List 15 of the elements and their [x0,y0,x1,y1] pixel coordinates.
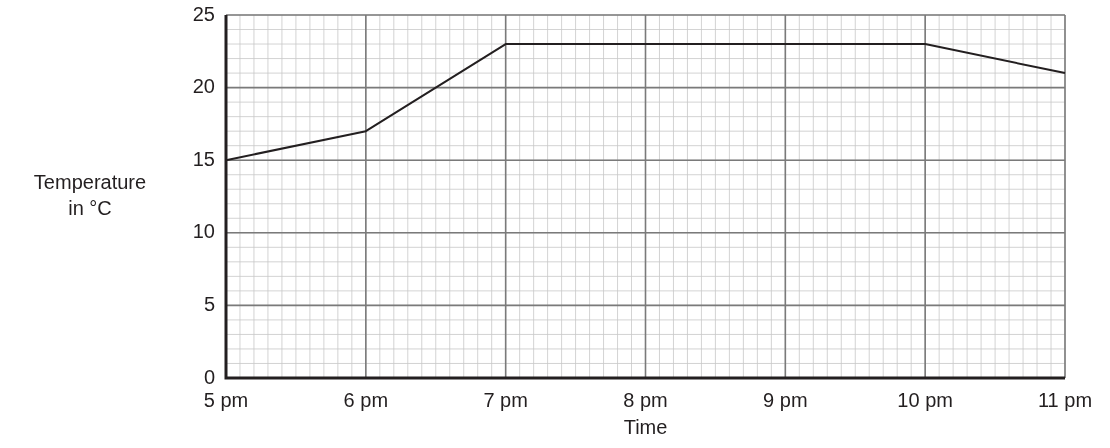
x-axis-title: Time [623,415,668,438]
x-tick-label: 7 pm [483,388,528,411]
x-tick-label: 9 pm [763,388,808,411]
y-tick-label: 25 [192,2,215,25]
x-tick-label: 11 pm [1037,388,1093,411]
y-tick-label: 5 [203,292,215,315]
x-tick-label: 6 pm [343,388,389,411]
x-tick-label: 8 pm [623,388,668,411]
y-tick-label: 10 [192,220,215,243]
x-tick-label: 5 pm [203,388,249,411]
x-tick-label: 10 pm [897,388,953,411]
y-tick-label: 20 [192,75,215,98]
y-tick-label: 0 [203,365,215,388]
y-axis-title: Temperature in °C [33,171,147,220]
y-tick-label: 15 [192,147,215,170]
